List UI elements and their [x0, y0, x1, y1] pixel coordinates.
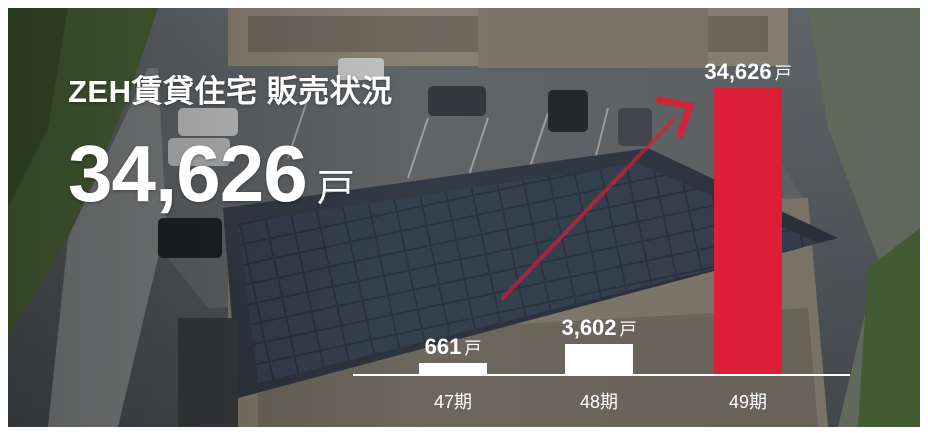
value-label-1: 661 戸 — [425, 334, 482, 359]
total-sales-unit: 戸 — [316, 168, 355, 210]
total-sales-value: 34,626 — [68, 129, 308, 218]
value-label-3: 34,626 戸 — [704, 59, 791, 84]
aerial-photo-background — [8, 8, 920, 427]
x-tick-label-1: 47期 — [434, 392, 472, 412]
x-tick-label-2: 48期 — [580, 392, 618, 412]
sales-infographic: ZEH賃貸住宅 販売状況 34,626 戸 661 戸 47期 3,602 戸 48期 34,… — [8, 8, 920, 427]
bar-3 — [714, 88, 782, 374]
headline: ZEH賃貸住宅 販売状況 — [68, 74, 393, 109]
bar-2 — [565, 344, 633, 374]
total-sales: 34,626 戸 — [68, 128, 355, 220]
trend-arrow-head — [655, 95, 695, 139]
sales-bar-chart: 661 戸 47期 3,602 戸 48期 34,626 戸 49期 — [353, 59, 850, 412]
trend-arrow — [501, 95, 695, 300]
value-label-2: 3,602 戸 — [561, 315, 636, 340]
bar-1 — [419, 363, 487, 374]
x-tick-label-3: 49期 — [729, 392, 767, 412]
trend-arrow-line — [501, 118, 675, 300]
